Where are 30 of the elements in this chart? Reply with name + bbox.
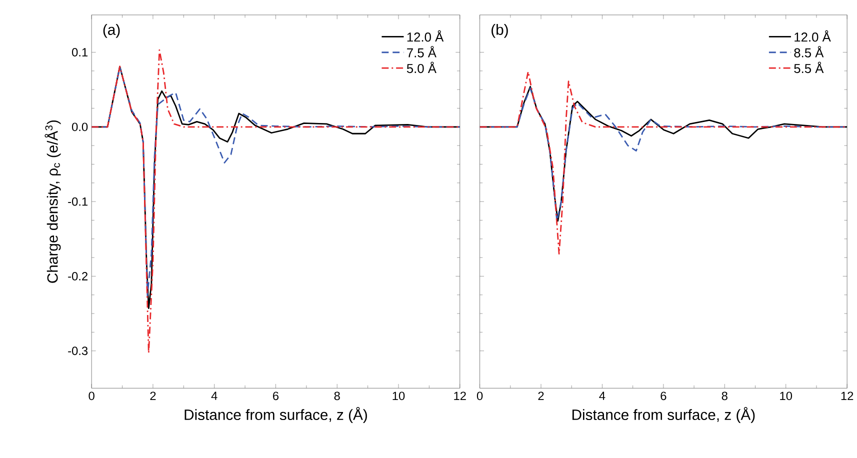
legend-label: 7.5 Å <box>407 46 436 58</box>
y-tick-label: 0.1 <box>72 48 88 57</box>
x-tick-label: 10 <box>392 392 405 400</box>
x-tick-label: 12 <box>454 392 466 400</box>
x-tick-label: 6 <box>660 392 666 400</box>
x-tick-label: 8 <box>334 392 340 400</box>
x-tick-label: 2 <box>150 392 156 400</box>
y-tick-label: -0.3 <box>68 346 88 356</box>
annotation: (a) <box>103 24 120 38</box>
x-tick-label: 2 <box>538 392 544 400</box>
x-axis-title: Distance from surface, z (Å) <box>572 407 755 424</box>
x-tick-label: 8 <box>722 392 728 400</box>
x-tick-label: 4 <box>599 392 606 400</box>
x-axis-title: Distance from surface, z (Å) <box>184 407 367 424</box>
legend-label: 5.0 Å <box>406 62 436 74</box>
x-tick-label: 6 <box>273 392 279 400</box>
y-tick-label: -0.2 <box>68 272 88 280</box>
y-tick-label: 0.0 <box>72 122 88 132</box>
x-tick-label: 0 <box>476 392 483 400</box>
y-axis-title: Charge density, ρ$_{c}$ (e/Å$^{3}$) <box>44 120 61 283</box>
legend-label: 5.5 Å <box>794 62 824 74</box>
x-tick-label: 10 <box>780 392 792 400</box>
legend-label: 8.5 Å <box>794 46 824 58</box>
legend-label: 12.0 Å <box>794 30 831 42</box>
y-tick-label: -0.1 <box>68 197 88 206</box>
x-tick-label: 0 <box>88 392 94 400</box>
annotation: (b) <box>492 24 508 38</box>
x-tick-label: 4 <box>211 392 218 400</box>
x-tick-label: 12 <box>841 392 854 400</box>
legend-label: 12.0 Å <box>407 30 444 42</box>
